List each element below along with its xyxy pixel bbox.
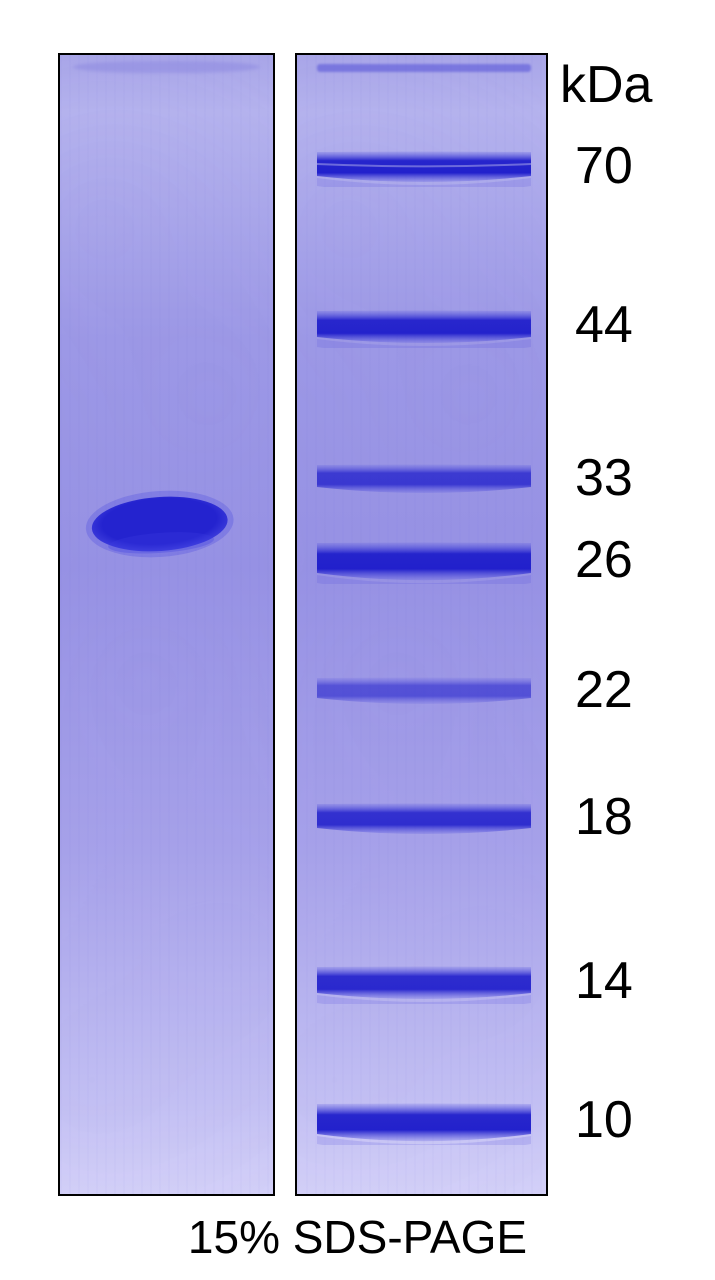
ladder-band-70kda [317,141,531,187]
ladder-label-18kda: 18 [575,787,633,847]
ladder-label-70kda: 70 [575,136,633,196]
ladder-band-18kda [317,793,531,839]
ladder-label-33kda: 33 [575,448,633,508]
ladder-label-10kda: 10 [575,1090,633,1150]
ladder-band-33kda [317,454,531,498]
figure-caption: 15% SDS-PAGE [0,1210,715,1264]
ladder-label-22kda: 22 [575,660,633,720]
sample-protein-band [80,483,241,572]
ladder-band-14kda [317,956,531,1004]
unit-label-kda: kDa [560,55,652,115]
ladder-label-14kda: 14 [575,951,633,1011]
ladder-band-10kda [317,1093,531,1145]
ladder-label-44kda: 44 [575,295,633,355]
ladder-band-44kda [317,300,531,348]
gel-lane-sample [60,55,273,1194]
ladder-label-26kda: 26 [575,530,633,590]
ladder-band-26kda [317,532,531,584]
ladder-band-22kda [317,667,531,709]
gel-lane-ladder [297,55,546,1194]
